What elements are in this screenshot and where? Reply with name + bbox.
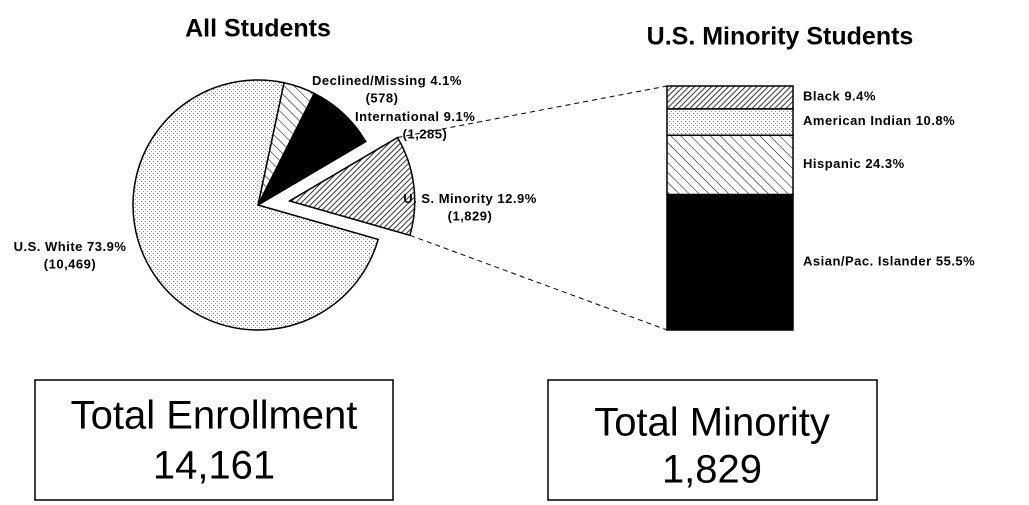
box-title: Total Enrollment: [71, 394, 358, 438]
bar-title: U.S. Minority Students: [647, 23, 914, 51]
bar-segment: [666, 193, 794, 331]
slice-name: International: [355, 109, 440, 124]
slice-percent: 73.9%: [87, 239, 126, 254]
bar-segment: [666, 85, 794, 110]
slice-count: (10,469): [44, 256, 96, 271]
slice-label: U. S. Minority 12.9%: [403, 191, 537, 206]
box-title: Total Minority: [594, 401, 830, 445]
slice-name: U.S. White: [14, 239, 83, 254]
segment-label: Hispanic 24.3%: [803, 156, 905, 171]
connector: [409, 234, 668, 331]
segment-label: Black 9.4%: [803, 89, 876, 104]
segment-name: Asian/Pac. Islander: [803, 254, 932, 269]
box-value: 14,161: [153, 444, 275, 488]
segment-percent: 10.8%: [916, 114, 955, 129]
bar-segment: [666, 108, 794, 137]
segment-label: American Indian 10.8%: [803, 114, 955, 129]
segment-label: Asian/Pac. Islander 55.5%: [803, 254, 975, 269]
slice-percent: 9.1%: [444, 109, 476, 124]
segment-percent: 55.5%: [936, 254, 975, 269]
box: [547, 379, 878, 501]
pie-slice: [256, 92, 367, 207]
box: [34, 379, 394, 501]
segment-name: American Indian: [803, 114, 912, 129]
slice-percent: 4.1%: [430, 73, 462, 88]
slice-percent: 12.9%: [497, 191, 536, 206]
slice-count: (1,285): [403, 126, 448, 141]
pie-slice: [132, 79, 380, 331]
bar-segment: [666, 134, 794, 196]
slice-name: U. S. Minority: [403, 191, 493, 206]
slice-name: Declined/Missing: [312, 73, 426, 88]
slice-label: Declined/Missing 4.1%: [312, 73, 462, 88]
segment-name: Hispanic: [803, 156, 861, 171]
slice-count: (578): [366, 90, 399, 105]
slice-label: International 9.1%: [355, 109, 475, 124]
pie-slice: [287, 136, 416, 237]
connector: [397, 85, 668, 139]
slice-label: U.S. White 73.9%: [14, 239, 127, 254]
pie-title: All Students: [185, 15, 331, 43]
segment-percent: 24.3%: [865, 156, 904, 171]
box-value: 1,829: [662, 448, 762, 492]
segment-name: Black: [803, 89, 840, 104]
segment-percent: 9.4%: [844, 89, 876, 104]
slice-count: (1,829): [448, 208, 493, 223]
